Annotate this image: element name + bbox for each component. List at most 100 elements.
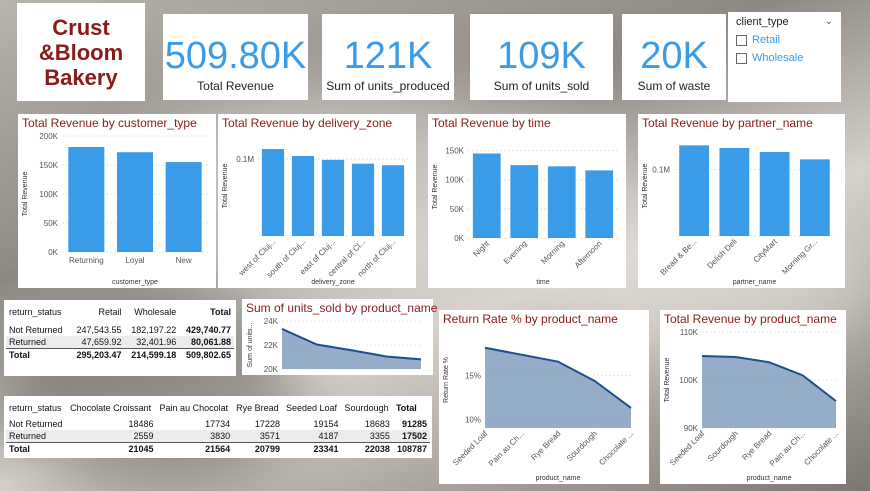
chart-revenue-by-delivery-zone[interactable]: Total Revenue by delivery_zone 0.1M Total… [218, 114, 416, 288]
area-fill [485, 347, 631, 428]
column-header[interactable]: return_status [9, 403, 62, 413]
client-type-slicer[interactable]: client_type ⌄ Retail Wholesale [728, 12, 841, 102]
y-axis-title: Sum of units... [247, 323, 254, 368]
table-cell: 3355 [341, 430, 393, 443]
table-cell: Not Returned [9, 325, 63, 335]
column-header[interactable]: Retail [98, 307, 122, 317]
chart-title: Total Revenue by delivery_zone [222, 116, 393, 130]
bar [321, 159, 345, 236]
table-cell: Returned [6, 336, 70, 349]
units-sold-matrix-table[interactable]: return_status Chocolate Croissant Pain a… [4, 396, 432, 458]
kpi-label: Sum of waste [637, 79, 711, 93]
table-cell: 47,659.92 [69, 336, 125, 349]
column-header[interactable]: Total [210, 307, 231, 317]
y-tick-label: 90K [684, 424, 699, 433]
column-header[interactable]: Seeded Loaf [285, 403, 337, 413]
y-axis-title: Total Revenue [22, 172, 29, 217]
table-cell: Not Returned [9, 419, 63, 429]
slicer-option-wholesale[interactable]: Wholesale [736, 52, 833, 64]
y-tick-label: 0K [48, 248, 58, 257]
column-header[interactable]: return_status [9, 307, 62, 317]
table-header: return_status Retail Wholesale Total [6, 306, 234, 318]
y-tick-label: 50K [44, 219, 59, 228]
y-tick-label: 100K [39, 190, 58, 199]
x-tick-label: Rye Bread [529, 429, 562, 462]
chart-revenue-by-partner[interactable]: Total Revenue by partner_name 0.1M Total … [638, 114, 845, 288]
table-header: return_status Chocolate Croissant Pain a… [6, 402, 430, 414]
kpi-value: 509.80K [164, 35, 307, 77]
kpi-value: 20K [640, 35, 708, 77]
column-header[interactable]: Rye Bread [236, 403, 279, 413]
column-header[interactable]: Wholesale [134, 307, 177, 317]
table-cell: 214,599.18 [124, 348, 180, 361]
revenue-matrix-table[interactable]: return_status Retail Wholesale Total Not… [4, 300, 236, 376]
y-axis-title: Total Revenue [432, 165, 439, 210]
table-cell: 23341 [282, 442, 342, 455]
slicer-option-label: Retail [752, 34, 781, 46]
y-axis-title: Total Revenue [222, 164, 229, 209]
slicer-option-label: Wholesale [752, 52, 804, 64]
bar [585, 170, 614, 238]
bar [381, 165, 405, 236]
y-tick-label: 150K [445, 147, 464, 156]
bar [291, 156, 315, 236]
x-tick-label: Night [472, 239, 492, 259]
chart-canvas: 0K 50K 100K 150K Total Revenue Night Evening Mo… [432, 147, 618, 286]
chart-revenue-by-customer-type[interactable]: Total Revenue by customer_type 0K 50K 100K… [18, 114, 216, 288]
column-header[interactable]: Total [395, 403, 417, 413]
table-total-row[interactable]: Total 295,203.47 214,599.18 509,802.65 [6, 348, 234, 361]
table-row[interactable]: Not Returned 18486 17734 17228 19154 186… [6, 418, 430, 430]
x-axis-title: time [536, 279, 549, 286]
y-tick-label: 15% [465, 372, 481, 381]
table-cell: 4187 [282, 430, 342, 443]
y-axis-title: Total Revenue [664, 358, 671, 403]
bar [799, 159, 830, 236]
table-cell: 21045 [67, 442, 157, 455]
table-cell: 80,061.88 [179, 336, 234, 349]
x-tick-label: Chocolate ... [802, 429, 840, 467]
x-tick-label: Delish Deli [705, 237, 739, 271]
chart-title: Sum of units_sold by product_name [246, 301, 438, 315]
bar [679, 145, 710, 236]
area-line [701, 355, 837, 402]
chart-return-rate-by-product[interactable]: Return Rate % by product_name 10% 15% Retu… [439, 310, 649, 484]
table-cell: 91285 [401, 419, 427, 429]
checkbox-icon[interactable] [736, 34, 747, 46]
table-row[interactable]: Not Returned 247,543.55 182,197.22 429,7… [6, 324, 234, 336]
table-total-row[interactable]: Total 21045 21564 20799 23341 22038 1087… [6, 442, 430, 455]
table-cell: Returned [6, 430, 68, 443]
x-tick-label: Loyal [125, 256, 144, 265]
column-header[interactable]: Chocolate Croissant [70, 403, 152, 413]
x-tick-label: Morning Gr... [780, 237, 819, 276]
x-tick-label: Rye Bread [740, 429, 773, 462]
chart-revenue-by-product[interactable]: Total Revenue by product_name 90K 100K 110… [660, 310, 846, 484]
kpi-total-revenue[interactable]: 509.80K Total Revenue [163, 14, 308, 100]
table-row[interactable]: Returned 47,659.92 32,401.96 80,061.88 [6, 336, 234, 349]
kpi-waste[interactable]: 20K Sum of waste [622, 14, 726, 100]
chart-revenue-by-time[interactable]: Total Revenue by time 0K 50K 100K 150K Total… [428, 114, 626, 288]
area-line [484, 346, 632, 409]
logo: Crust &Bloom Bakery [17, 3, 145, 101]
x-tick-label: Evening [502, 239, 529, 266]
checkbox-icon[interactable] [736, 52, 747, 64]
kpi-units-sold[interactable]: 109K Sum of units_sold [470, 14, 613, 100]
kpi-units-produced[interactable]: 121K Sum of units_produced [322, 14, 454, 100]
table-row[interactable]: Returned 2559 3830 3571 4187 3355 17502 [6, 430, 430, 443]
chart-title: Total Revenue by product_name [664, 312, 837, 326]
table-cell: Total [6, 442, 68, 455]
table-cell: 509,802.65 [179, 348, 234, 361]
x-tick-label: Chocolate ... [597, 429, 635, 467]
chart-canvas: 90K 100K 110K Total Revenue Seeded Loaf Sourd… [664, 328, 840, 482]
y-tick-label: 110K [680, 328, 699, 337]
kpi-label: Sum of units_produced [326, 79, 450, 93]
table-cell: 108787 [392, 442, 430, 455]
column-header[interactable]: Pain au Chocolat [159, 403, 229, 413]
slicer-option-retail[interactable]: Retail [736, 34, 833, 46]
column-header[interactable]: Sourdough [344, 403, 389, 413]
table-cell: 247,543.55 [76, 325, 122, 335]
x-tick-label: New [176, 256, 192, 265]
chevron-down-icon[interactable]: ⌄ [824, 16, 833, 27]
y-tick-label: 100K [679, 376, 698, 385]
chart-units-sold-by-product[interactable]: Sum of units_sold by product_name 20K 22K… [242, 299, 437, 375]
